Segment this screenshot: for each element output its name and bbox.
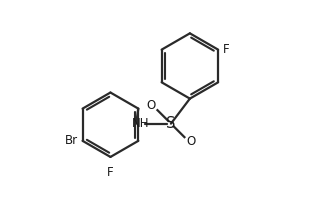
- Text: NH: NH: [132, 117, 150, 130]
- Text: S: S: [166, 116, 176, 131]
- Text: Br: Br: [65, 134, 78, 147]
- Text: O: O: [186, 135, 195, 148]
- Text: F: F: [107, 166, 114, 179]
- Text: O: O: [147, 99, 156, 112]
- Text: F: F: [223, 43, 230, 56]
